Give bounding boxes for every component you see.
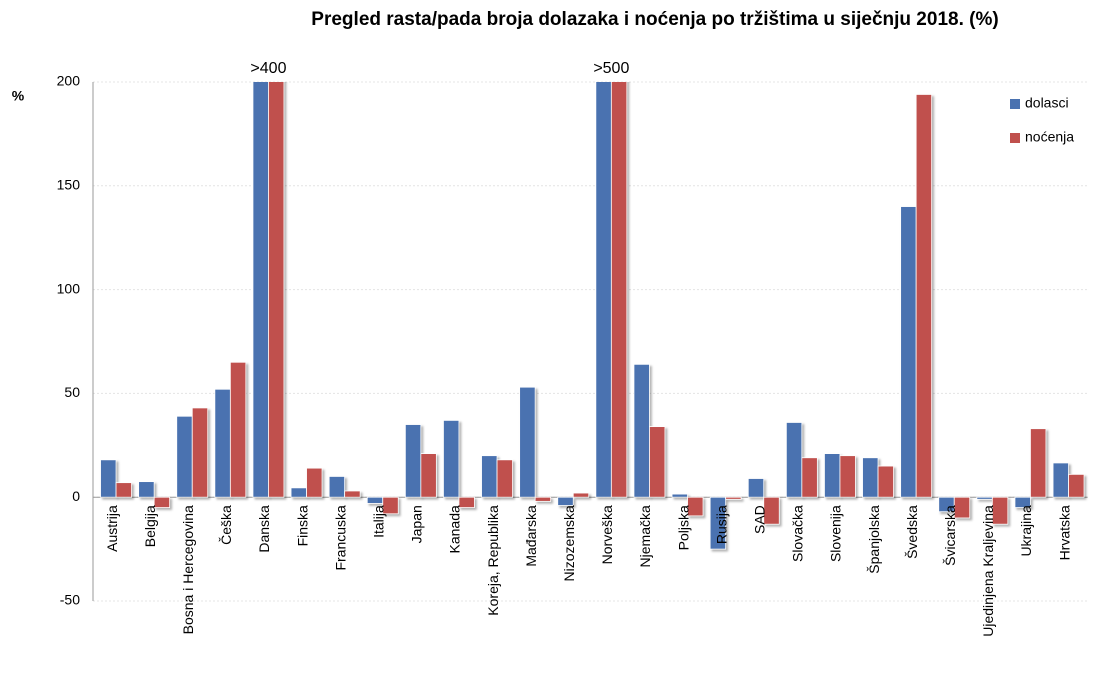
bar [443, 419, 460, 498]
bar [1068, 473, 1085, 498]
bar [290, 487, 307, 498]
bar [458, 496, 475, 508]
bar [366, 496, 384, 504]
bar [610, 82, 628, 498]
x-tick-label: Hrvatska [1056, 505, 1072, 560]
bar [824, 453, 841, 498]
x-tick-label: Poljska [675, 505, 691, 550]
bar [519, 386, 536, 498]
y-tick-label: 100 [57, 280, 81, 296]
x-tick-label: Austrija [104, 505, 120, 552]
legend-swatch [1010, 99, 1020, 109]
legend-label: dolasci [1025, 95, 1069, 111]
bar [839, 455, 856, 498]
bar [953, 496, 971, 519]
y-tick-label: -50 [60, 592, 80, 608]
x-tick-label: Mađarska [523, 505, 539, 567]
bar [747, 478, 765, 498]
x-tick-label: Italija [370, 505, 386, 538]
bar [382, 496, 399, 515]
x-tick-label: Belgija [142, 505, 158, 547]
bar [709, 496, 727, 550]
bar [534, 496, 552, 502]
bar [138, 481, 155, 498]
x-tick-label: Ujedinjena Kraljevina [980, 505, 996, 637]
bar [1052, 462, 1069, 498]
bar [877, 465, 894, 498]
x-tick-label: Slovenija [828, 505, 844, 562]
bar [100, 459, 117, 498]
y-axis-label: % [12, 88, 25, 104]
bar [153, 496, 171, 508]
bar [404, 424, 422, 498]
bar [252, 82, 269, 498]
x-tick-label: Norveška [599, 505, 615, 564]
bar [344, 490, 361, 498]
bar [572, 492, 590, 498]
y-tick-label: 0 [72, 488, 80, 504]
bar [496, 459, 513, 498]
x-tick-label: Ukrajina [1018, 505, 1034, 557]
x-tick-label: Švedska [904, 505, 920, 559]
bar [420, 453, 437, 498]
y-tick-label: 150 [57, 177, 81, 193]
bar [687, 496, 704, 517]
x-tick-label: Češka [218, 505, 234, 545]
bar [725, 496, 742, 500]
x-tick-label: Finska [294, 505, 310, 546]
bar [306, 467, 323, 498]
x-tick-label: Japan [409, 505, 425, 543]
bar [481, 455, 498, 498]
bar [900, 206, 917, 498]
x-tick-label: Slovačka [790, 505, 806, 562]
bar [991, 496, 1009, 525]
x-tick-label: Bosna i Hercegovina [180, 505, 196, 634]
bar [268, 82, 285, 498]
legend-swatch [1010, 133, 1020, 143]
bars [100, 82, 1085, 550]
bar [633, 363, 650, 498]
bar [176, 415, 193, 498]
annotation: >400 [250, 60, 286, 77]
x-tick-label: Nizozemska [561, 505, 577, 581]
legend-label: noćenja [1025, 129, 1074, 145]
bar [229, 361, 247, 498]
x-tick-label: SAD [751, 505, 767, 534]
x-tick-label: Rusija [713, 505, 729, 544]
y-tick-label: 50 [64, 384, 80, 400]
x-tick-label: Koreja, Republika [485, 505, 501, 616]
bar [976, 496, 993, 500]
bar [785, 422, 803, 498]
x-tick-label: Španjolska [866, 505, 882, 574]
bar [115, 482, 132, 498]
bar [801, 457, 818, 498]
bar [763, 496, 780, 525]
bar [557, 496, 574, 506]
y-tick-label: 200 [57, 73, 81, 89]
x-tick-label: Švicarska [942, 505, 958, 566]
x-tick-label: Njemačka [637, 505, 653, 567]
bar [214, 388, 231, 498]
bar [1014, 496, 1031, 508]
bar [649, 426, 666, 498]
bar [862, 457, 879, 498]
x-tick-label: Kanada [447, 505, 463, 553]
x-tick-label: Danska [256, 505, 272, 553]
bar [1030, 428, 1047, 498]
chart-title: Pregled rasta/pada broja dolazaka i noće… [311, 9, 998, 30]
bar [915, 94, 933, 498]
bar [191, 407, 209, 498]
bar [595, 82, 612, 498]
bar [671, 493, 688, 498]
x-tick-label: Francuska [332, 505, 348, 571]
annotation: >500 [593, 60, 629, 77]
bar [328, 476, 346, 498]
